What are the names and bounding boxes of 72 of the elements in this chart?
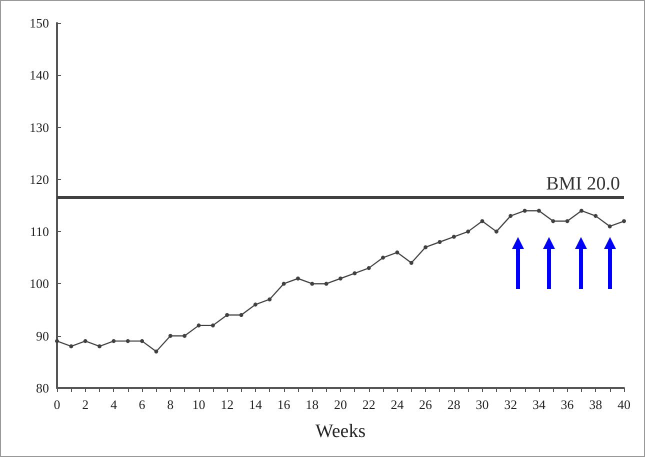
y-tick-label: 110 (30, 224, 49, 240)
x-tick-label: 0 (54, 397, 60, 412)
point (622, 219, 626, 224)
x-tick-label: 22 (362, 397, 376, 412)
point (268, 297, 272, 302)
ref-line-label: BMI 20.0 (546, 174, 620, 195)
x-tick-label: 2 (82, 397, 89, 412)
point (55, 339, 59, 344)
x-tick-label: 14 (248, 397, 262, 412)
point (69, 344, 74, 348)
point (536, 208, 541, 213)
point (282, 282, 286, 286)
y-tick-label: 90 (36, 328, 49, 344)
point (296, 276, 300, 280)
point (98, 344, 102, 348)
point (395, 250, 400, 254)
point (225, 313, 230, 317)
point (480, 219, 484, 224)
point (196, 323, 201, 328)
point (83, 339, 88, 344)
point (154, 350, 158, 354)
x-tick-label: 36 (560, 397, 574, 412)
point (424, 245, 428, 250)
point (253, 302, 258, 307)
point (352, 271, 357, 276)
y-tick-label: 130 (30, 120, 49, 135)
point (112, 339, 116, 344)
x-tick-label: 18 (306, 397, 319, 412)
x-tick-label: 34 (532, 397, 546, 412)
point (168, 334, 172, 338)
point (140, 339, 144, 344)
point (381, 256, 386, 260)
y-tick-label: 80 (36, 380, 49, 396)
point (594, 214, 598, 218)
point (438, 240, 442, 244)
point (210, 323, 215, 328)
y-tick-label: 150 (30, 16, 49, 30)
point (565, 219, 570, 224)
point (551, 219, 556, 224)
y-tick-label: 120 (30, 172, 49, 187)
point (126, 339, 130, 344)
point (324, 282, 328, 286)
point (452, 234, 456, 239)
x-tick-label: 30 (476, 397, 489, 412)
y-tick-label: 140 (30, 68, 49, 83)
point (338, 276, 342, 280)
x-tick-label: 12 (220, 397, 234, 412)
x-tick-label: 38 (589, 397, 602, 412)
x-tick-label: 6 (138, 397, 146, 412)
x-tick-label: 40 (618, 397, 630, 412)
point (522, 208, 527, 213)
point (466, 230, 470, 234)
x-tick-label: 8 (167, 397, 174, 412)
x-tick-label: 26 (419, 397, 433, 412)
x-tick-label: 10 (192, 397, 206, 412)
x-tick-label: 24 (390, 397, 404, 412)
point (508, 214, 513, 218)
x-tick-label: 20 (334, 397, 347, 412)
x-tick-label: 28 (447, 397, 460, 412)
x-tick-label: 16 (277, 397, 291, 412)
point (579, 208, 584, 213)
point (182, 334, 187, 338)
point (310, 282, 314, 286)
y-tick-label: 100 (30, 276, 49, 292)
point (366, 266, 371, 270)
point (494, 230, 498, 234)
point (608, 224, 612, 228)
point (409, 260, 414, 265)
point (239, 313, 244, 317)
x-axis-title: Weeks (315, 421, 366, 442)
x-tick-label: 4 (110, 397, 118, 412)
x-tick-label: 32 (504, 397, 518, 412)
